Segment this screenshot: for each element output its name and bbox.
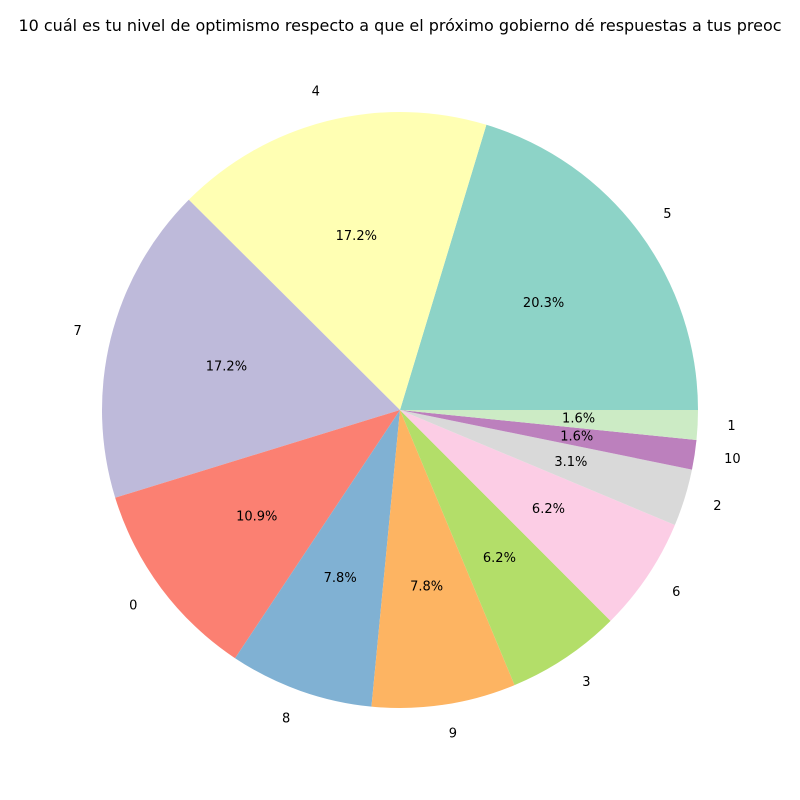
pie-category-label-6: 6 [672,585,680,600]
pie-slice-9 [371,410,515,708]
pie-slice-10 [400,410,697,470]
pie-category-label-9: 9 [449,727,457,742]
pie-category-label-4: 4 [312,85,320,100]
pie-percent-label-9: 7.8% [410,579,443,594]
pie-slice-4 [188,112,487,410]
pie-percent-label-8: 7.8% [324,571,357,586]
pie-percent-label-2: 3.1% [554,455,587,470]
pie-category-label-5: 5 [663,207,671,222]
pie-percent-label-3: 6.2% [483,551,516,566]
pie-category-label-1: 1 [727,419,735,434]
pie-percent-label-0: 10.9% [236,510,277,525]
pie-slice-1 [400,410,698,440]
pie-percent-label-5: 20.3% [523,296,564,311]
pie-category-label-3: 3 [582,675,590,690]
pie-category-label-7: 7 [73,324,81,339]
pie-slice-5 [400,124,698,410]
pie-category-label-2: 2 [713,499,721,514]
pie-slice-3 [400,410,611,686]
pie-category-label-0: 0 [129,599,137,614]
pie-slice-8 [235,410,400,707]
pie-percent-label-4: 17.2% [336,229,377,244]
chart-title: 10 cuál es tu nivel de optimismo respect… [18,16,782,35]
pie-category-label-10: 10 [724,452,741,467]
pie-slice-2 [400,410,692,526]
pie-percent-label-6: 6.2% [532,502,565,517]
pie-percent-label-10: 1.6% [560,429,593,444]
pie-percent-label-1: 1.6% [562,411,595,426]
pie-percent-labels: 20.3% 17.2% 17.2% 10.9% 7.8% 7.8% 6.2% 6.2% 3.1%… [206,229,595,594]
pie-category-label-8: 8 [282,711,290,726]
pie-slices [102,112,698,708]
pie-percent-label-7: 17.2% [206,360,247,375]
pie-slice-6 [400,410,675,621]
pie-category-labels: 5 4 7 0 8 9 3 6 2 10 1 [73,85,740,742]
pie-slice-0 [115,410,400,659]
pie-slice-7 [102,199,401,498]
